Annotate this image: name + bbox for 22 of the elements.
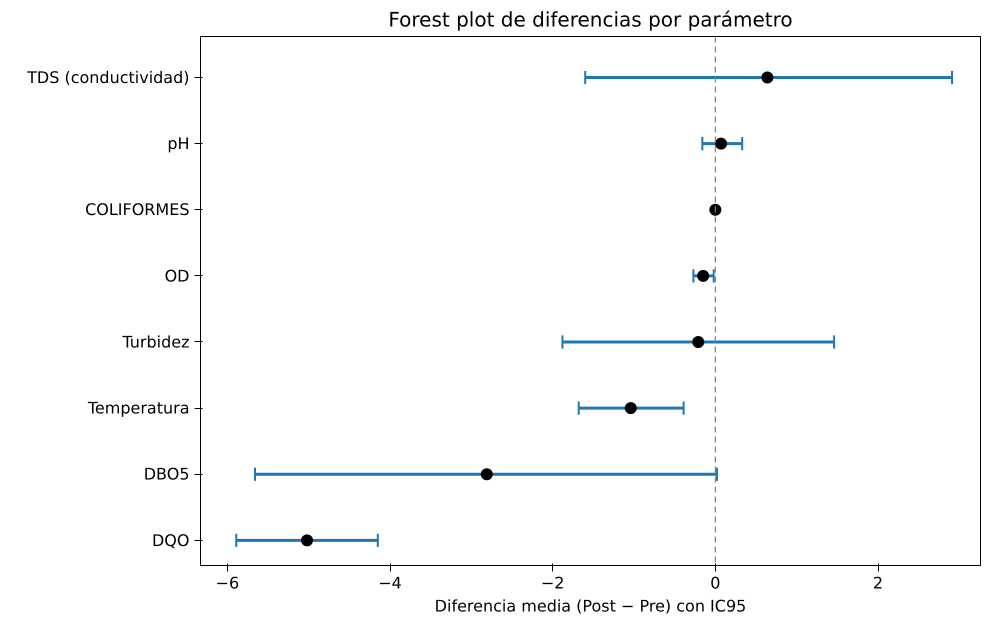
y-tick-label: Turbidez [121,332,190,352]
x-axis-title: Diferencia media (Post − Pre) con IC95 [434,596,746,616]
x-tick-label: −2 [540,574,564,592]
y-tick-label: DBO5 [144,464,190,484]
y-tick-label: pH [167,134,190,154]
point [301,534,314,546]
y-tick-label: TDS (conductividad) [26,68,190,87]
x-tick-label: 0 [710,574,720,592]
y-tick-label: Temperatura [86,398,190,418]
y-tick-label: OD [164,266,190,286]
point [624,402,637,414]
point [715,138,728,150]
y-tick-label: COLIFORMES [85,200,190,220]
x-tick-label: 2 [872,574,884,592]
y-tick-label: DQO [152,530,190,550]
x-tick-label: −6 [216,574,240,592]
point [761,72,774,84]
x-tick-label: −4 [378,574,402,592]
point [480,468,493,480]
chart-title: Forest plot de diferencias por parámetro [388,8,793,32]
point [697,270,710,282]
point [692,336,704,348]
